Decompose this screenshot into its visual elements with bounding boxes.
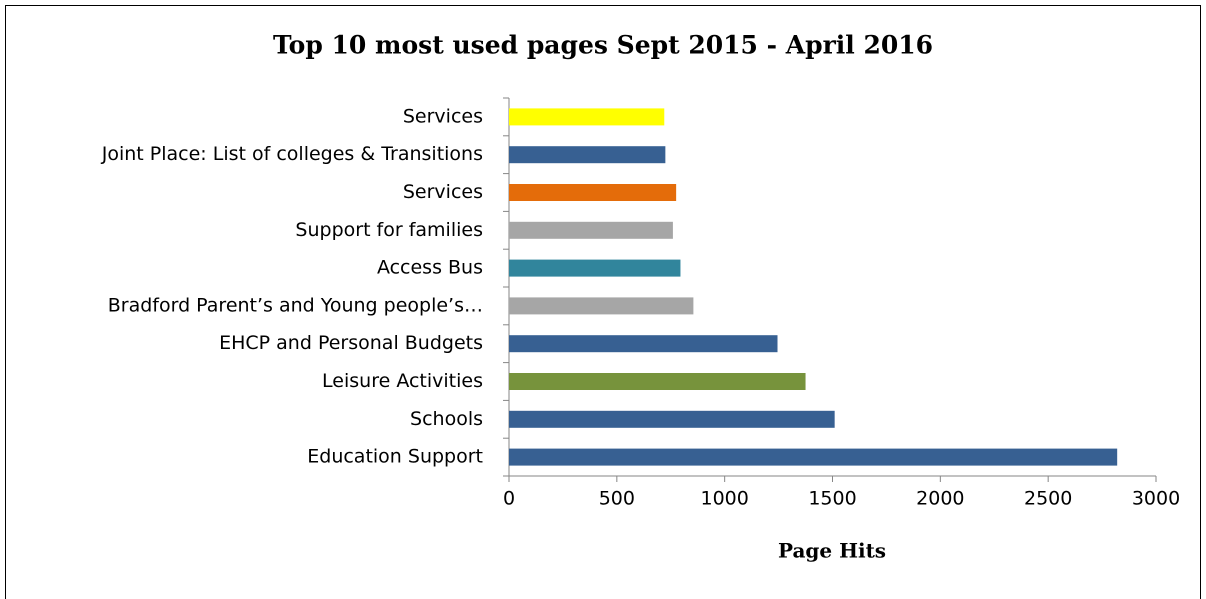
category-label: Schools bbox=[410, 408, 483, 430]
category-label: Joint Place: List of colleges & Transiti… bbox=[101, 143, 483, 165]
x-tick-label: 500 bbox=[599, 488, 635, 510]
bar bbox=[509, 335, 778, 353]
x-axis-title: Page Hits bbox=[778, 539, 886, 563]
x-tick-label: 2500 bbox=[1024, 488, 1072, 510]
x-tick-label: 1500 bbox=[808, 488, 856, 510]
bar bbox=[509, 448, 1118, 466]
bar bbox=[509, 146, 666, 164]
x-tick-label: 1000 bbox=[700, 488, 748, 510]
bar bbox=[509, 373, 806, 390]
category-label: Services bbox=[403, 181, 483, 203]
frame bbox=[5, 5, 1201, 599]
x-tick-label: 2000 bbox=[916, 488, 964, 510]
bar bbox=[509, 184, 677, 201]
bar bbox=[509, 410, 835, 428]
x-tick-label: 0 bbox=[503, 488, 515, 510]
bar bbox=[509, 259, 681, 277]
category-label: Education Support bbox=[307, 446, 483, 468]
category-label: Access Bus bbox=[377, 257, 483, 279]
category-label: Bradford Parent’s and Young people’s… bbox=[108, 294, 483, 316]
chart-title: Top 10 most used pages Sept 2015 - April… bbox=[273, 31, 933, 60]
bar bbox=[509, 297, 694, 315]
category-label: Support for families bbox=[295, 219, 483, 241]
category-label: Leisure Activities bbox=[322, 370, 483, 392]
category-label: Services bbox=[403, 105, 483, 127]
x-tick-label: 3000 bbox=[1132, 488, 1180, 510]
bar bbox=[509, 221, 673, 239]
bar bbox=[509, 108, 665, 126]
category-label: EHCP and Personal Budgets bbox=[219, 332, 483, 354]
